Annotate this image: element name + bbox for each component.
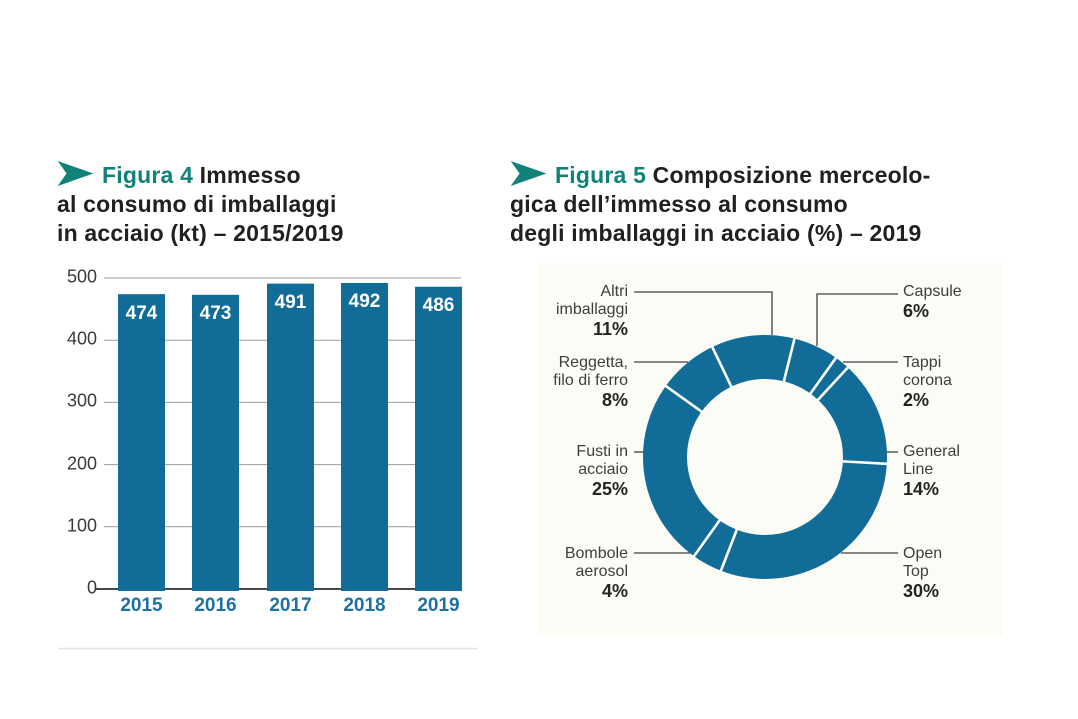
figure5-arrow-icon <box>510 161 547 186</box>
bar-2018 <box>341 282 388 591</box>
figure4-arrow-icon <box>57 161 94 186</box>
bar-2017 <box>267 283 314 591</box>
figure5-title-text: Composizione merceolo- gica dell’immesso… <box>510 162 931 246</box>
donut-divider-6 <box>663 383 704 414</box>
donut-divider-4 <box>718 527 739 574</box>
donut-divider-3 <box>840 459 889 466</box>
figure4-title: Figura 4 Immesso al consumo di imballagg… <box>57 161 497 248</box>
figure5-title: Figura 5 Composizione merceolo- gica del… <box>510 161 1072 248</box>
bar-2019 <box>415 286 462 591</box>
leader-line-capsule <box>816 293 898 346</box>
figure4-title-text: Immesso al consumo di imballaggi in acci… <box>57 162 344 246</box>
donut-divider-5 <box>691 518 722 559</box>
leader-line-altri <box>634 291 773 335</box>
donut-divider-7 <box>710 344 734 390</box>
donut-divider-0 <box>782 336 797 384</box>
bar-2016 <box>192 294 239 591</box>
donut-divider-2 <box>815 365 851 403</box>
donut-ring <box>643 335 887 579</box>
figure5-number-label: Figura 5 <box>555 162 647 188</box>
bar-2015 <box>118 294 165 591</box>
figure4-number-label: Figura 4 <box>102 162 194 188</box>
donut-divider-1 <box>808 355 839 396</box>
